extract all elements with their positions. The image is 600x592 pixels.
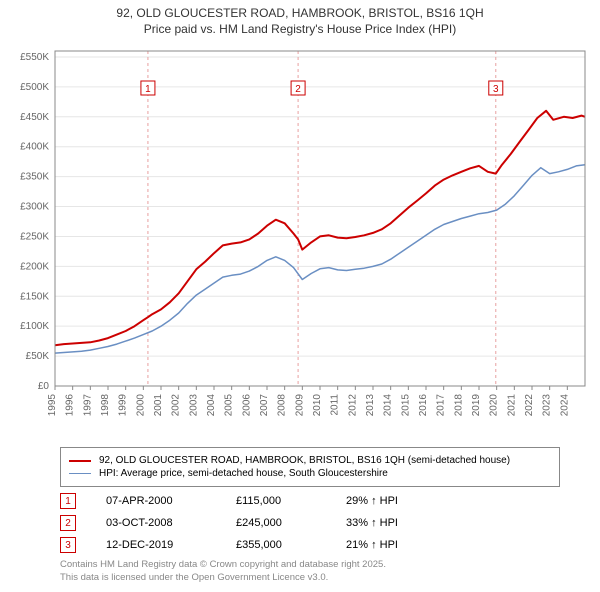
svg-text:£50K: £50K bbox=[26, 351, 50, 362]
title-line-2: Price paid vs. HM Land Registry's House … bbox=[10, 22, 590, 38]
legend-box: 92, OLD GLOUCESTER ROAD, HAMBROOK, BRIST… bbox=[60, 447, 560, 487]
svg-text:1995: 1995 bbox=[47, 394, 58, 417]
svg-text:£450K: £450K bbox=[20, 112, 49, 123]
legend-row: HPI: Average price, semi-detached house,… bbox=[69, 468, 551, 479]
svg-text:2021: 2021 bbox=[506, 394, 517, 417]
svg-text:3: 3 bbox=[493, 84, 499, 95]
svg-text:2023: 2023 bbox=[542, 394, 553, 417]
svg-text:£0: £0 bbox=[38, 381, 50, 392]
svg-text:1: 1 bbox=[145, 84, 151, 95]
svg-text:2014: 2014 bbox=[383, 394, 394, 417]
legend-swatch bbox=[69, 473, 91, 474]
svg-text:2007: 2007 bbox=[259, 394, 270, 417]
svg-text:1999: 1999 bbox=[118, 394, 129, 417]
svg-text:2006: 2006 bbox=[241, 394, 252, 417]
sale-marker-icon: 1 bbox=[60, 493, 76, 509]
svg-text:2003: 2003 bbox=[188, 394, 199, 417]
sale-date: 12-DEC-2019 bbox=[106, 539, 236, 551]
svg-text:£550K: £550K bbox=[20, 52, 49, 63]
svg-text:2002: 2002 bbox=[171, 394, 182, 417]
footer-line-2: This data is licensed under the Open Gov… bbox=[60, 572, 560, 584]
footer-line-1: Contains HM Land Registry data © Crown c… bbox=[60, 559, 560, 571]
svg-text:2015: 2015 bbox=[400, 394, 411, 417]
svg-text:2013: 2013 bbox=[365, 394, 376, 417]
svg-text:1996: 1996 bbox=[65, 394, 76, 417]
sale-price: £245,000 bbox=[236, 517, 346, 529]
svg-text:2019: 2019 bbox=[471, 394, 482, 417]
svg-text:2009: 2009 bbox=[294, 394, 305, 417]
chart-svg: £0 £50K £100K £150K £200K £250K £300K £350K £400… bbox=[0, 41, 600, 441]
svg-text:2012: 2012 bbox=[347, 394, 358, 417]
svg-text:£100K: £100K bbox=[20, 321, 49, 332]
sales-table: 1 07-APR-2000 £115,000 29% ↑ HPI 2 03-OC… bbox=[60, 493, 560, 553]
title-line-1: 92, OLD GLOUCESTER ROAD, HAMBROOK, BRIST… bbox=[10, 6, 590, 22]
svg-text:£350K: £350K bbox=[20, 172, 49, 183]
svg-text:2001: 2001 bbox=[153, 394, 164, 417]
svg-text:£150K: £150K bbox=[20, 291, 49, 302]
svg-text:2000: 2000 bbox=[135, 394, 146, 417]
svg-text:2020: 2020 bbox=[489, 394, 500, 417]
sale-date: 07-APR-2000 bbox=[106, 495, 236, 507]
sale-pct-vs-hpi: 21% ↑ HPI bbox=[346, 539, 466, 551]
svg-text:2011: 2011 bbox=[330, 394, 341, 416]
svg-text:2024: 2024 bbox=[559, 394, 570, 417]
svg-text:£300K: £300K bbox=[20, 202, 49, 213]
title-block: 92, OLD GLOUCESTER ROAD, HAMBROOK, BRIST… bbox=[0, 0, 600, 41]
legend-label: 92, OLD GLOUCESTER ROAD, HAMBROOK, BRIST… bbox=[99, 455, 510, 466]
sale-price: £115,000 bbox=[236, 495, 346, 507]
legend-row: 92, OLD GLOUCESTER ROAD, HAMBROOK, BRIST… bbox=[69, 455, 551, 466]
svg-text:1998: 1998 bbox=[100, 394, 111, 417]
sale-price: £355,000 bbox=[236, 539, 346, 551]
svg-text:£400K: £400K bbox=[20, 142, 49, 153]
legend-label: HPI: Average price, semi-detached house,… bbox=[99, 468, 388, 479]
sale-marker-icon: 3 bbox=[60, 537, 76, 553]
svg-text:2016: 2016 bbox=[418, 394, 429, 417]
sale-date: 03-OCT-2008 bbox=[106, 517, 236, 529]
sales-row: 2 03-OCT-2008 £245,000 33% ↑ HPI bbox=[60, 515, 560, 531]
sale-pct-vs-hpi: 33% ↑ HPI bbox=[346, 517, 466, 529]
svg-text:2010: 2010 bbox=[312, 394, 323, 417]
sale-marker-icon: 2 bbox=[60, 515, 76, 531]
svg-text:2018: 2018 bbox=[453, 394, 464, 417]
chart-plot-area: £0 £50K £100K £150K £200K £250K £300K £350K £400… bbox=[0, 41, 600, 441]
svg-text:2005: 2005 bbox=[224, 394, 235, 417]
chart-container: 92, OLD GLOUCESTER ROAD, HAMBROOK, BRIST… bbox=[0, 0, 600, 584]
svg-text:£200K: £200K bbox=[20, 262, 49, 273]
sales-row: 3 12-DEC-2019 £355,000 21% ↑ HPI bbox=[60, 537, 560, 553]
footer-attribution: Contains HM Land Registry data © Crown c… bbox=[60, 559, 560, 584]
svg-text:£500K: £500K bbox=[20, 82, 49, 93]
svg-text:1997: 1997 bbox=[82, 394, 93, 417]
sales-row: 1 07-APR-2000 £115,000 29% ↑ HPI bbox=[60, 493, 560, 509]
svg-text:2: 2 bbox=[295, 84, 301, 95]
svg-text:2017: 2017 bbox=[436, 394, 447, 417]
legend-swatch bbox=[69, 460, 91, 462]
svg-text:2004: 2004 bbox=[206, 394, 217, 417]
svg-text:2022: 2022 bbox=[524, 394, 535, 417]
svg-text:2008: 2008 bbox=[277, 394, 288, 417]
svg-text:£250K: £250K bbox=[20, 232, 49, 243]
sale-pct-vs-hpi: 29% ↑ HPI bbox=[346, 495, 466, 507]
